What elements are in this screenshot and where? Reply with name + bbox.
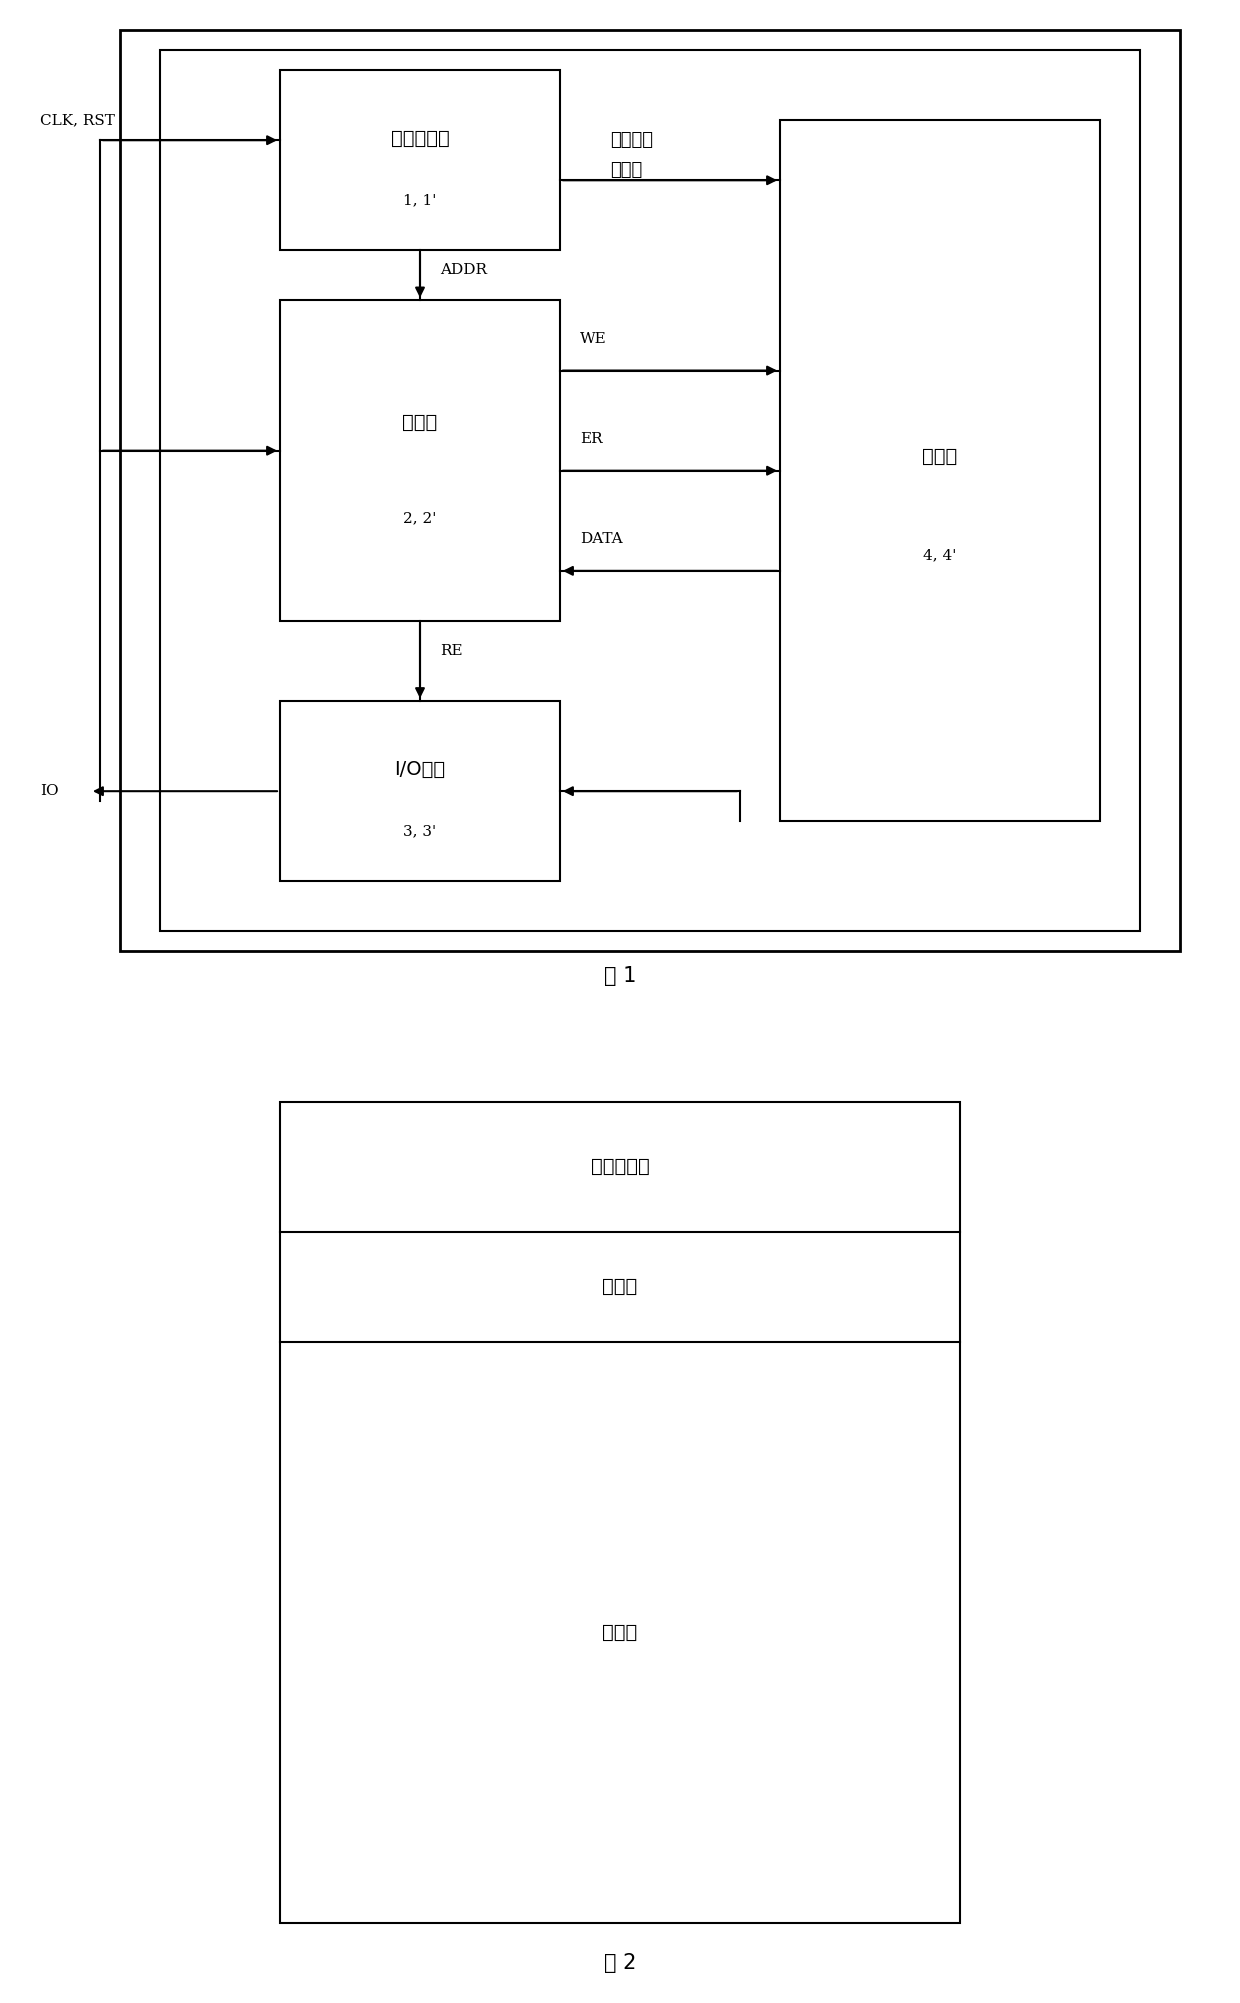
Bar bbox=[780, 120, 1100, 821]
Text: 3, 3': 3, 3' bbox=[403, 823, 436, 837]
Text: 图 2: 图 2 bbox=[604, 1953, 636, 1973]
Bar bbox=[280, 300, 560, 621]
Text: 2, 2': 2, 2' bbox=[403, 511, 436, 525]
Text: 址信号: 址信号 bbox=[610, 162, 642, 178]
Text: 发行数据区: 发行数据区 bbox=[590, 1158, 650, 1176]
Bar bbox=[280, 701, 560, 881]
Text: IO: IO bbox=[40, 785, 58, 797]
Text: 密钥区: 密钥区 bbox=[603, 1278, 637, 1296]
Text: RE: RE bbox=[440, 645, 463, 657]
Text: 4, 4': 4, 4' bbox=[924, 549, 957, 561]
Text: 控制器: 控制器 bbox=[402, 413, 438, 433]
Text: 1, 1': 1, 1' bbox=[403, 192, 436, 206]
Text: WE: WE bbox=[580, 332, 606, 345]
Bar bbox=[280, 70, 560, 250]
Bar bbox=[280, 1102, 960, 1923]
Text: CLK, RST: CLK, RST bbox=[40, 114, 115, 126]
Bar bbox=[160, 50, 1140, 931]
Text: 图 1: 图 1 bbox=[604, 967, 636, 985]
Bar bbox=[120, 30, 1180, 951]
Text: I/O接口: I/O接口 bbox=[394, 759, 445, 779]
Text: 存储器: 存储器 bbox=[923, 447, 957, 467]
Text: 地址计数器: 地址计数器 bbox=[391, 128, 449, 148]
Text: ER: ER bbox=[580, 433, 603, 445]
Text: 存储器地: 存储器地 bbox=[610, 132, 653, 148]
Text: DATA: DATA bbox=[580, 533, 622, 545]
Text: 数据区: 数据区 bbox=[603, 1622, 637, 1642]
Text: ADDR: ADDR bbox=[440, 264, 487, 276]
